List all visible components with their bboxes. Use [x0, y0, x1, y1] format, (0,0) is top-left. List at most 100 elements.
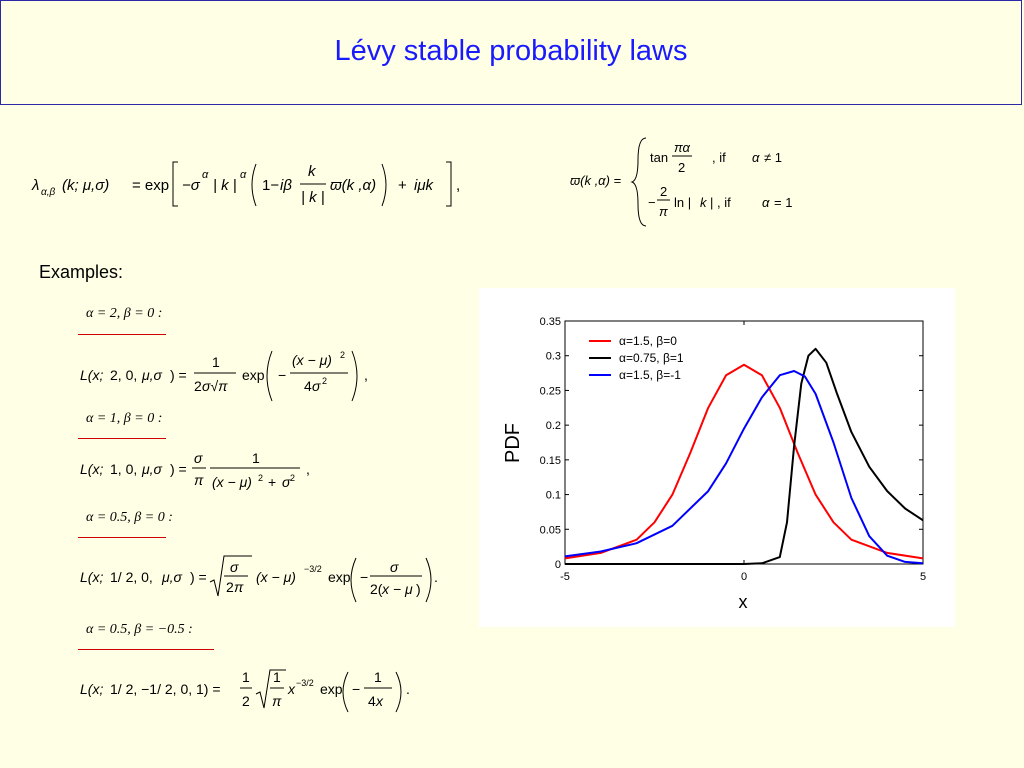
- svg-text:L(x;: L(x;: [80, 681, 103, 697]
- svg-text:4: 4: [304, 378, 312, 394]
- example4-formula: L(x; 1/ 2, −1/ 2, 0, 1) = 1 2 1 π x −3/2 e…: [76, 666, 426, 718]
- svg-text:2: 2: [290, 473, 295, 483]
- svg-text:exp: exp: [320, 681, 343, 697]
- varpi-graphic: ϖ(k ,α) = tan πα 2 , if α ≠ 1 − 2 π ln |…: [570, 137, 792, 227]
- svg-text:+: +: [268, 474, 276, 490]
- svg-text:iμk: iμk: [414, 177, 435, 194]
- svg-text:2, 0,: 2, 0,: [110, 367, 137, 383]
- example1-underline: [78, 334, 166, 335]
- main-formula-comma: ,: [456, 177, 460, 194]
- x-axis-label: x: [739, 592, 748, 612]
- svg-text:α: α: [762, 195, 770, 210]
- svg-text:(x − μ): (x − μ): [212, 474, 252, 490]
- svg-text:σ: σ: [230, 559, 239, 575]
- svg-text:1−: 1−: [262, 177, 279, 194]
- example1-condition: α = 2, β = 0 :: [86, 306, 163, 321]
- y-tick-label: 0.15: [540, 455, 561, 467]
- svg-text:π: π: [194, 472, 204, 488]
- svg-text:,: ,: [364, 367, 368, 383]
- svg-text:) =: ) =: [170, 461, 187, 477]
- svg-text:σ: σ: [312, 378, 321, 394]
- svg-text:2: 2: [226, 579, 234, 595]
- svg-text:+: +: [398, 177, 407, 194]
- example3-condition: α = 0.5, β = 0 :: [86, 510, 173, 525]
- y-tick-label: 0.2: [546, 420, 561, 432]
- title-box: Lévy stable probability laws: [0, 0, 1022, 105]
- svg-text:| k |: | k |: [213, 177, 237, 194]
- svg-text:L(x;: L(x;: [80, 367, 103, 383]
- example3-underline: [78, 537, 166, 538]
- svg-text:1: 1: [242, 669, 250, 685]
- examples-label: Examples:: [39, 262, 124, 282]
- y-tick-label: 0.05: [540, 524, 561, 536]
- svg-text:.: .: [406, 681, 410, 697]
- svg-text:k: k: [308, 163, 317, 180]
- svg-text:L(x;: L(x;: [80, 569, 103, 585]
- svg-text:2(: 2(: [370, 581, 383, 597]
- svg-text:π: π: [272, 693, 282, 709]
- x-tick-label: 5: [920, 571, 926, 583]
- svg-text:2: 2: [678, 160, 685, 175]
- example2-underline: [78, 438, 166, 439]
- legend-label-2: α=0.75, β=1: [619, 351, 684, 365]
- svg-text:1: 1: [374, 669, 382, 685]
- svg-text:σ: σ: [194, 450, 203, 466]
- svg-text:x: x: [287, 681, 296, 697]
- svg-text:μ,σ: μ,σ: [161, 569, 183, 585]
- svg-text:2: 2: [660, 184, 667, 199]
- x-tick-label: -5: [560, 571, 570, 583]
- svg-text:−3/2: −3/2: [296, 678, 314, 688]
- x-tick-label: 0: [741, 571, 747, 583]
- y-tick-label: 0: [555, 559, 561, 571]
- pdf-chart-panel: 0 0.05 0.1 0.15 0.2 0.25 0.3 0.35 -5 0 5 α=1.5, β=…: [479, 288, 955, 627]
- svg-text:α: α: [240, 169, 247, 181]
- svg-text:1, 0,: 1, 0,: [110, 461, 137, 477]
- example4-condition: α = 0.5, β = −0.5 :: [86, 622, 193, 637]
- svg-text:σ: σ: [390, 559, 399, 575]
- example2-formula: L(x; 1, 0, μ,σ) = σ π 1 (x − μ) 2 + σ 2 ,: [76, 449, 336, 501]
- svg-text:1/ 2, −1/ 2, 0, 1) =: 1/ 2, −1/ 2, 0, 1) =: [110, 681, 221, 697]
- svg-text:α: α: [202, 169, 209, 181]
- slide-title: Lévy stable probability laws: [334, 35, 688, 67]
- svg-text:| k |: | k |: [301, 189, 325, 206]
- svg-text:k: k: [700, 195, 708, 210]
- svg-text:σ√π: σ√π: [202, 378, 228, 394]
- svg-text:μ,σ: μ,σ: [141, 461, 163, 477]
- svg-text:−σ: −σ: [182, 177, 201, 194]
- example4-underline: [78, 649, 214, 650]
- y-tick-label: 0.1: [546, 490, 561, 502]
- svg-text:−: −: [360, 569, 368, 585]
- svg-text:π: π: [234, 579, 244, 595]
- svg-text:−3/2: −3/2: [304, 564, 322, 574]
- svg-text:x: x: [375, 693, 384, 709]
- svg-text:ln |: ln |: [674, 195, 691, 210]
- legend-label-3: α=1.5, β=-1: [619, 368, 681, 382]
- svg-text:x − μ: x − μ: [381, 581, 413, 597]
- svg-text:exp: exp: [328, 569, 351, 585]
- svg-text:1: 1: [212, 354, 220, 370]
- main-formula: λ α,β (k; μ,σ) = exp −σ α | k | α 1− iβ …: [30, 140, 510, 220]
- svg-text:−: −: [352, 681, 360, 697]
- svg-text:) =: ) =: [190, 569, 207, 585]
- svg-text:α,β: α,β: [41, 187, 55, 198]
- svg-text:,: ,: [306, 461, 310, 477]
- svg-text:1/ 2, 0,: 1/ 2, 0,: [110, 569, 153, 585]
- svg-text:2: 2: [322, 376, 327, 386]
- series-line-2: [565, 347, 924, 565]
- svg-text:.: .: [434, 569, 438, 585]
- svg-text:ϖ(k ,α) =: ϖ(k ,α) =: [570, 173, 622, 188]
- legend-label-1: α=1.5, β=0: [619, 334, 677, 348]
- svg-text:= 1: = 1: [774, 195, 792, 210]
- svg-text:≠ 1: ≠ 1: [764, 150, 782, 165]
- svg-text:λ: λ: [31, 177, 39, 194]
- svg-text:2: 2: [340, 350, 345, 360]
- varpi-definition: ϖ(k ,α) = tan πα 2 , if α ≠ 1 − 2 π ln |…: [566, 130, 816, 230]
- svg-text:α: α: [752, 150, 760, 165]
- svg-text:tan: tan: [650, 150, 668, 165]
- svg-text:exp: exp: [242, 367, 265, 383]
- svg-text:ϖ(k ,α): ϖ(k ,α): [330, 177, 376, 194]
- svg-text:): ): [416, 581, 421, 597]
- svg-text:| , if: | , if: [710, 195, 731, 210]
- pdf-chart: 00.050.10.150.20.250.30.35-5 0 5 α=1.5, β=…: [502, 316, 926, 612]
